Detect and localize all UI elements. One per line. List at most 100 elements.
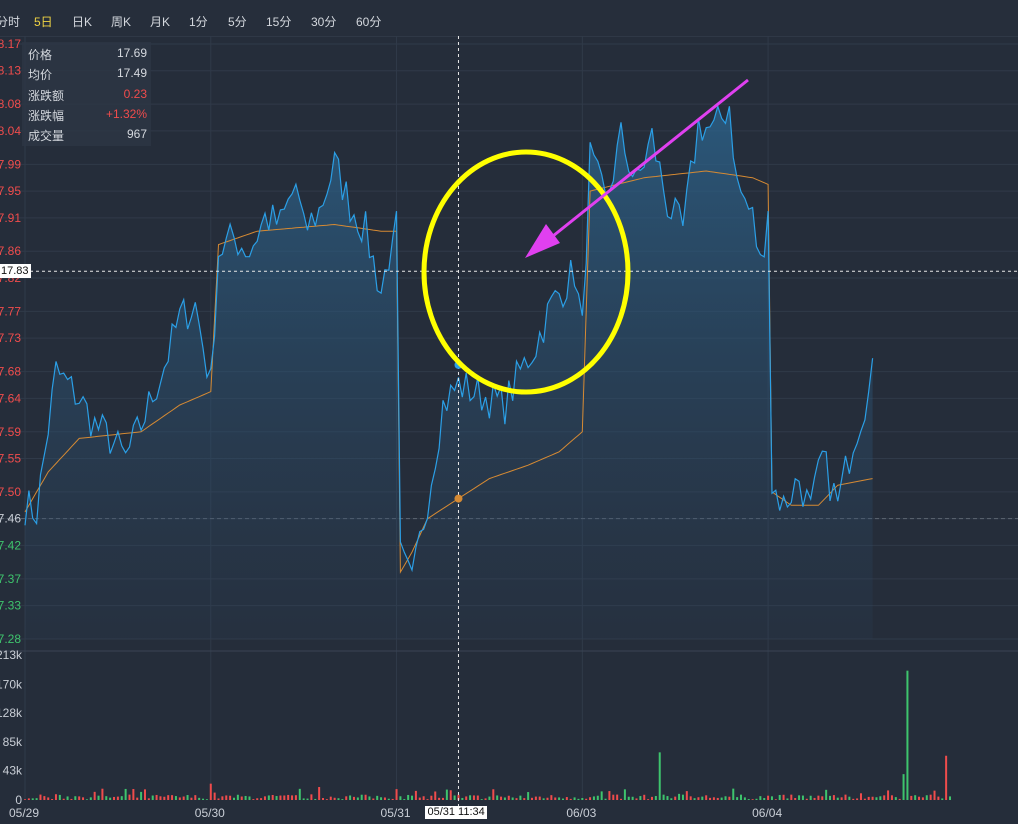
- date-tick-label: 06/03: [566, 806, 596, 820]
- volume-bar: [604, 798, 607, 800]
- volume-bar: [759, 796, 762, 800]
- volume-bar: [863, 798, 866, 800]
- volume-bar: [376, 795, 379, 800]
- volume-bar: [105, 796, 108, 800]
- volume-bar: [523, 798, 526, 800]
- volume-bar: [832, 795, 835, 800]
- volume-bar: [755, 798, 758, 800]
- volume-bar: [480, 799, 483, 800]
- volume-bar: [461, 797, 464, 800]
- volume-bar: [430, 795, 433, 800]
- price-tick-label: 18.17: [0, 37, 21, 51]
- volume-bar: [349, 795, 352, 800]
- volume-bar: [577, 798, 580, 800]
- change-pct-value: +1.32%: [105, 106, 147, 121]
- volume-bar: [182, 796, 185, 800]
- volume-bar: [558, 797, 561, 800]
- volume-bar: [322, 797, 325, 800]
- volume-bar: [879, 796, 882, 800]
- tab-8[interactable]: 30分: [311, 15, 337, 29]
- tab-4[interactable]: 月K: [150, 15, 171, 29]
- volume-bar: [287, 794, 290, 800]
- tab-5[interactable]: 1分: [189, 15, 208, 29]
- tab-6[interactable]: 5分: [228, 15, 247, 29]
- volume-bar: [35, 798, 38, 800]
- volume-bar: [51, 799, 54, 800]
- volume-bar: [933, 790, 936, 800]
- tab-1[interactable]: 5日: [34, 15, 53, 29]
- volume-bar: [856, 798, 859, 800]
- volume-bar: [778, 794, 781, 800]
- volume-bar: [232, 797, 235, 800]
- volume-bar: [217, 798, 220, 800]
- volume-bar: [306, 798, 309, 800]
- volume-bar: [341, 799, 344, 800]
- volume-bar: [906, 670, 909, 800]
- volume-bar: [395, 789, 398, 800]
- volume-bar: [875, 797, 878, 800]
- volume-bar: [109, 797, 112, 800]
- volume-bar: [515, 798, 518, 800]
- volume-bar: [414, 790, 417, 800]
- volume-bar: [31, 798, 34, 800]
- volume-bar: [116, 796, 119, 800]
- volume-bar: [867, 796, 870, 800]
- volume-bar: [97, 795, 100, 800]
- volume-bar: [492, 789, 495, 800]
- volume-bar: [774, 799, 777, 800]
- volume-bar: [894, 797, 897, 800]
- annotation-circle: [421, 149, 631, 395]
- volume-bar: [674, 796, 677, 800]
- price-tick-label: 18.08: [0, 97, 21, 111]
- volume-bar: [411, 795, 414, 800]
- volume-bar: [503, 797, 506, 800]
- volume-bar: [271, 795, 274, 800]
- tab-3[interactable]: 周K: [111, 15, 132, 29]
- volume-bar: [260, 798, 263, 800]
- avg-price-line: [24, 170, 873, 574]
- volume-bar: [445, 789, 448, 800]
- price-line: [24, 104, 874, 573]
- volume-bar: [937, 796, 940, 800]
- volume-bar: [399, 796, 402, 800]
- price-tick-label: 17.64: [0, 391, 21, 405]
- volume-bar: [681, 794, 684, 800]
- volume-bar: [670, 798, 673, 800]
- tab-2[interactable]: 日K: [72, 15, 93, 29]
- volume-bar: [527, 792, 530, 800]
- volume-bar: [743, 797, 746, 800]
- volume-bar: [500, 796, 503, 800]
- volume-bar: [484, 798, 487, 800]
- volume-bar: [596, 795, 599, 800]
- tab-0[interactable]: 分时: [0, 15, 21, 29]
- volume-bar: [418, 797, 421, 800]
- volume-bar: [89, 797, 92, 800]
- price-tick-label: 17.33: [0, 599, 21, 613]
- volume-bar: [426, 799, 429, 800]
- volume-bar: [163, 796, 166, 800]
- volume-bar: [244, 795, 247, 800]
- volume-tick-label: 128k: [0, 706, 23, 720]
- volume-bar: [945, 755, 948, 800]
- volume-bar: [147, 798, 150, 800]
- volume-bar: [43, 796, 46, 800]
- date-axis: 05/29 05/30 05/31 06/03 06/04: [9, 806, 782, 820]
- volume-bar: [438, 797, 441, 800]
- info-row-pct: 涨跌幅 +1.32%: [22, 103, 151, 123]
- volume-bar: [240, 796, 243, 800]
- volume-bar: [693, 798, 696, 800]
- volume-bar: [62, 798, 65, 800]
- volume-bar: [27, 798, 30, 800]
- price-tick-label: 17.37: [0, 572, 21, 586]
- tab-7[interactable]: 15分: [266, 15, 292, 29]
- tab-9[interactable]: 60分: [356, 15, 382, 29]
- volume-bar: [256, 798, 259, 800]
- volume-bar: [531, 797, 534, 800]
- volume-bar: [825, 789, 828, 800]
- intraday-5day-chart[interactable]: 18.17 18.13 18.08 18.04 17.99 17.95 17.91 17.86…: [0, 36, 1018, 824]
- price-area: [25, 106, 873, 640]
- volume-bar: [817, 795, 820, 800]
- volume-bar: [890, 795, 893, 800]
- price-tick-label: 18.04: [0, 124, 21, 138]
- volume-bar: [794, 798, 797, 800]
